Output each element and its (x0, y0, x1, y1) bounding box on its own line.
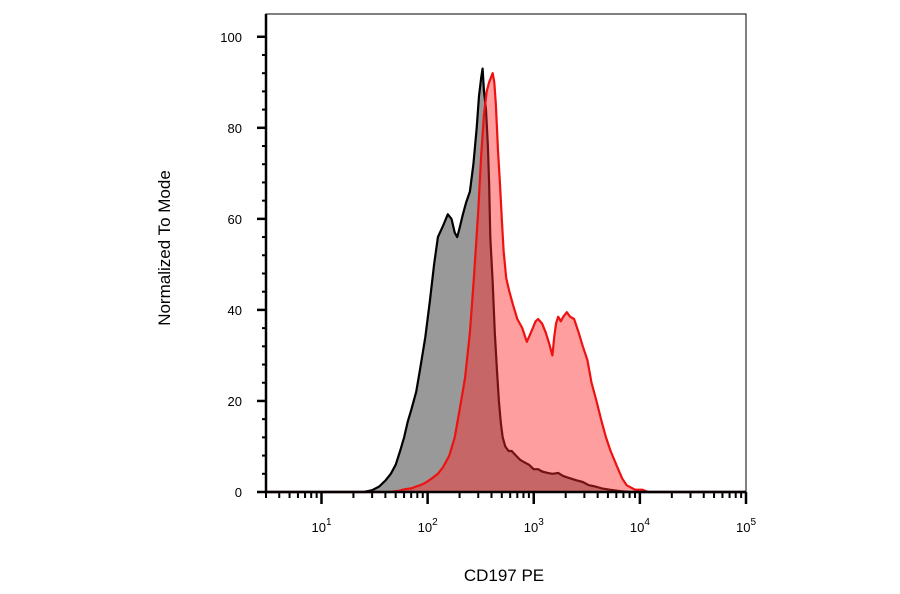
y-tick-label: 100 (220, 30, 242, 45)
x-tick-label: 103 (524, 517, 544, 535)
series-2-area (266, 73, 746, 492)
series-1-line (266, 67, 746, 494)
x-tick-label: 101 (311, 517, 331, 535)
ticks-layer: 0 20 40 60 80 100 101 102 103 104 105 (220, 14, 756, 535)
y-tick-label: 60 (228, 212, 242, 227)
x-tick-label: 102 (418, 517, 438, 535)
y-tick-label: 40 (228, 303, 242, 318)
y-tick-label: 20 (228, 394, 242, 409)
series-2-line (266, 72, 746, 494)
y-axis-title: Normalized To Mode (155, 170, 174, 326)
x-tick-label: 105 (736, 517, 756, 535)
x-axis-title: CD197 PE (464, 566, 544, 585)
y-tick-label: 80 (228, 121, 242, 136)
series-layer (266, 67, 746, 494)
y-tick-label: 0 (235, 485, 242, 500)
x-tick-label: 104 (630, 517, 650, 535)
